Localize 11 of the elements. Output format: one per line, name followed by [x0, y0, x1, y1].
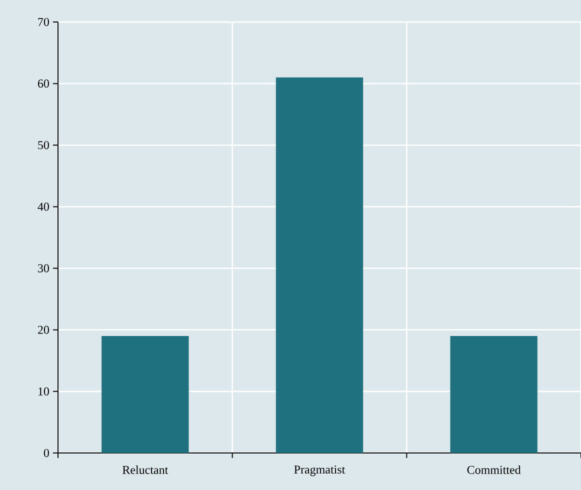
y-tick-label: 30 [38, 264, 49, 272]
y-tick-label: 70 [38, 18, 49, 26]
y-tick-label: 20 [38, 326, 49, 334]
x-tick-label: Committed [467, 466, 521, 474]
y-tick-label: 60 [38, 80, 49, 88]
y-tick-label: 40 [38, 202, 49, 211]
y-tick-label: 10 [38, 387, 49, 396]
y-tick-label: 50 [38, 141, 49, 150]
x-tick-label: Pragmatist [294, 466, 346, 476]
x-tick-label: Reluctant [122, 466, 168, 474]
y-tick-label: 0 [44, 448, 50, 458]
